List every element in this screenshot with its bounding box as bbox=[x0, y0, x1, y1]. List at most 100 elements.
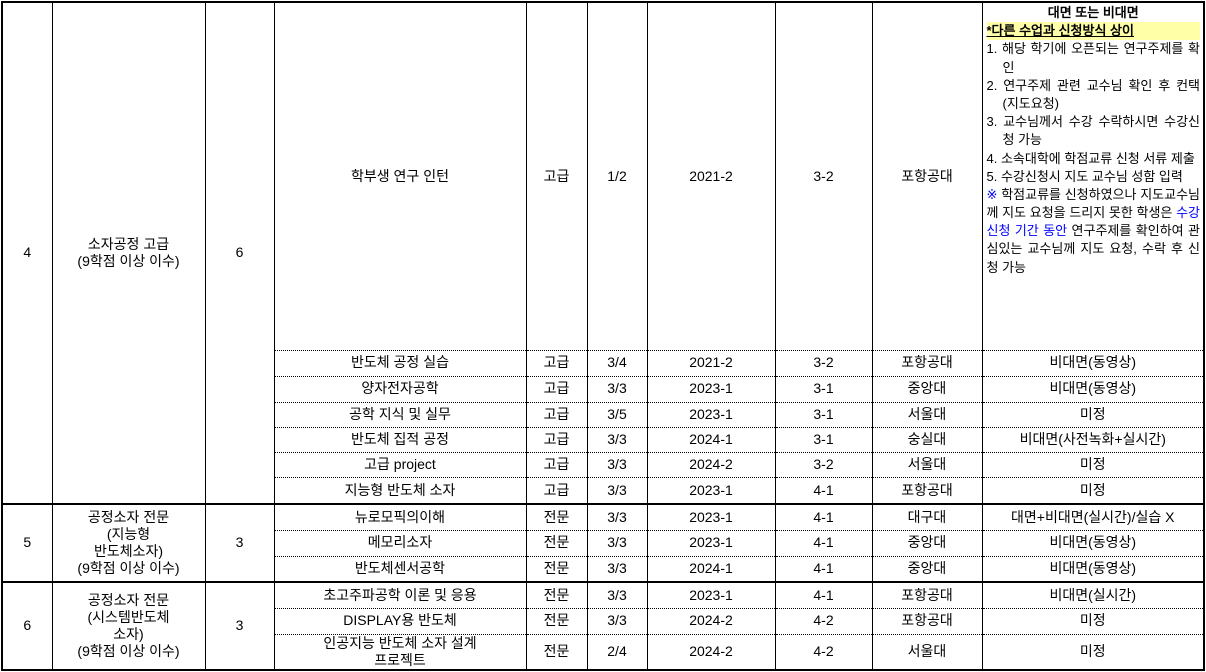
method-cell: 미정 bbox=[981, 401, 1204, 427]
university-cell: 중앙대 bbox=[871, 375, 982, 402]
level-cell: 고급 bbox=[525, 426, 587, 452]
note-remark-segment: 학점교류를 신청하였으나 지도교수님께 지도 요청을 드리지 못한 학생은 bbox=[986, 186, 1201, 221]
category-line: 소자) bbox=[113, 625, 144, 642]
table-row: 반도체 공정 실습 고급 3/4 2021-2 3-2 포항공대 비대면(동영상… bbox=[2, 349, 1204, 376]
level-cell: 전문 bbox=[525, 633, 587, 670]
note-item: 4. 소속대학에 학점교류 신청 서류 제출 bbox=[986, 150, 1195, 166]
grade-cell: 4-1 bbox=[774, 555, 872, 582]
method-cell: 비대면(동영상) bbox=[981, 349, 1204, 376]
university-cell: 포항공대 bbox=[871, 476, 982, 504]
level-cell: 고급 bbox=[525, 349, 587, 376]
level-cell: 전문 bbox=[525, 529, 587, 556]
group-number-cell: 5 bbox=[1, 503, 52, 582]
university-cell: 숭실대 bbox=[871, 426, 982, 452]
grade-cell: 4-1 bbox=[774, 529, 872, 556]
level-cell: 전문 bbox=[525, 555, 587, 582]
semester-cell: 2024-1 bbox=[646, 555, 775, 582]
ratio-cell: 1/2 bbox=[586, 1, 647, 350]
semester-cell: 2021-2 bbox=[646, 1, 775, 350]
course-name-cell: 반도체 집적 공정 bbox=[273, 426, 526, 452]
category-line: 반도체소자) bbox=[93, 543, 164, 559]
ratio-cell: 3/3 bbox=[586, 529, 647, 556]
table-row: 4 소자공정 고급 (9학점 이상 이수) 6 학부생 연구 인턴 고급 1/2… bbox=[1, 1, 1204, 504]
course-name-cell: 메모리소자 bbox=[273, 529, 526, 556]
table-row: 공학 지식 및 실무 고급 3/5 2023-1 3-1 서울대 미정 bbox=[2, 401, 1204, 427]
note-item: 5. 수강신청시 지도 교수님 성함 입력 bbox=[986, 168, 1183, 184]
course-name-cell: 뉴로모픽의이해 bbox=[273, 503, 526, 530]
course-name-cell: 지능형 반도체 소자 bbox=[273, 476, 526, 504]
university-cell: 포항공대 bbox=[871, 607, 982, 634]
note-highlight: *다른 수업과 신청방식 상이 bbox=[986, 22, 1200, 41]
semester-cell: 2023-1 bbox=[646, 503, 775, 530]
ratio-cell: 3/3 bbox=[586, 555, 647, 582]
category-line: 공정소자 전문 bbox=[87, 508, 170, 525]
semester-cell: 2023-1 bbox=[646, 476, 775, 504]
note-remark-segment: 수강신청 기간 동안 bbox=[986, 205, 1201, 239]
grade-cell: 3-1 bbox=[774, 375, 872, 402]
grade-cell: 3-1 bbox=[774, 426, 872, 452]
grade-cell: 3-2 bbox=[774, 451, 872, 477]
semester-cell: 2023-1 bbox=[646, 401, 775, 427]
course-name-cell: 고급 project bbox=[273, 451, 526, 477]
ratio-cell: 3/3 bbox=[586, 476, 647, 504]
note-remark-segment: ※ bbox=[986, 186, 998, 202]
note-remark-segment: 연구주제를 확인하여 관심있는 교수님께 지도 요청, 수락 후 신청 가능 bbox=[986, 223, 1201, 275]
method-cell: 미정 bbox=[981, 476, 1204, 504]
category-line: (9학점 이상 이수) bbox=[77, 642, 180, 659]
note-title: 대면 또는 비대면 bbox=[1047, 5, 1139, 20]
category-line: (지능형 bbox=[106, 525, 151, 542]
grade-cell: 4-2 bbox=[774, 633, 872, 670]
ratio-cell: 3/3 bbox=[586, 607, 647, 634]
semester-cell: 2021-2 bbox=[646, 349, 775, 376]
semester-cell: 2023-1 bbox=[646, 529, 775, 556]
method-cell: 미정 bbox=[981, 607, 1204, 634]
method-cell: 비대면(동영상) bbox=[981, 529, 1204, 556]
level-cell: 전문 bbox=[525, 503, 587, 530]
note-remark: ※ 학점교류를 신청하였으나 지도교수님께 지도 요청을 드리지 못한 학생은 … bbox=[987, 186, 1201, 277]
level-cell: 고급 bbox=[525, 375, 587, 402]
table-row: 지능형 반도체 소자 고급 3/3 2023-1 4-1 포항공대 미정 bbox=[2, 476, 1204, 504]
method-cell: 비대면(동영상) bbox=[981, 555, 1204, 582]
university-cell: 중앙대 bbox=[871, 555, 982, 582]
semester-cell: 2024-2 bbox=[646, 451, 775, 477]
level-cell: 전문 bbox=[525, 607, 587, 634]
category-line: 공정소자 전문 bbox=[87, 591, 170, 608]
level-cell: 고급 bbox=[525, 401, 587, 427]
method-cell: 미정 bbox=[981, 451, 1204, 477]
ratio-cell: 3/3 bbox=[586, 503, 647, 530]
ratio-cell: 2/4 bbox=[586, 633, 647, 670]
university-cell: 중앙대 bbox=[871, 529, 982, 556]
ratio-cell: 3/3 bbox=[586, 581, 647, 608]
table-row: 인공지능 반도체 소자 설계 프로젝트 전문 2/4 2024-2 4-2 서울… bbox=[2, 633, 1204, 670]
level-cell: 고급 bbox=[525, 451, 587, 477]
grade-cell: 4-2 bbox=[774, 607, 872, 634]
grade-cell: 3-2 bbox=[774, 1, 872, 350]
table-row: 양자전자공학 고급 3/3 2023-1 3-1 중앙대 비대면(동영상) bbox=[2, 375, 1204, 402]
method-cell: 대면+비대면(실시간)/실습 X bbox=[981, 503, 1204, 530]
university-cell: 포항공대 bbox=[871, 1, 982, 350]
method-cell: 미정 bbox=[981, 633, 1204, 670]
university-cell: 서울대 bbox=[871, 401, 982, 427]
semester-cell: 2024-2 bbox=[646, 633, 775, 670]
category-cell: 소자공정 고급 (9학점 이상 이수) bbox=[51, 1, 205, 504]
table-row: 5 공정소자 전문 (지능형 반도체소자) (9학점 이상 이수) 3 뉴로모픽… bbox=[1, 503, 1204, 582]
method-cell: 비대면(동영상) bbox=[981, 375, 1204, 402]
ratio-cell: 3/5 bbox=[586, 401, 647, 427]
credits-cell: 6 bbox=[204, 1, 274, 504]
grade-cell: 4-1 bbox=[774, 581, 872, 608]
method-cell: 비대면(사전녹화+실시간) bbox=[981, 426, 1204, 452]
ratio-cell: 3/3 bbox=[586, 426, 647, 452]
category-cell: 공정소자 전문 (시스템반도체 소자) (9학점 이상 이수) bbox=[51, 581, 205, 670]
table-row: 6 공정소자 전문 (시스템반도체 소자) (9학점 이상 이수) 3 초고주파… bbox=[1, 581, 1204, 670]
table-row: 고급 project 고급 3/3 2024-2 3-2 서울대 미정 bbox=[2, 451, 1204, 477]
note-item: 1. 해당 학기에 오픈되는 연구주제를 확인 bbox=[986, 41, 1201, 75]
group-number-cell: 4 bbox=[1, 1, 52, 504]
level-cell: 고급 bbox=[525, 476, 587, 504]
grade-cell: 3-2 bbox=[774, 349, 872, 376]
course-name-cell: 반도체 공정 실습 bbox=[273, 349, 526, 376]
ratio-cell: 3/3 bbox=[586, 451, 647, 477]
semester-cell: 2024-2 bbox=[646, 607, 775, 634]
university-cell: 포항공대 bbox=[871, 581, 982, 608]
